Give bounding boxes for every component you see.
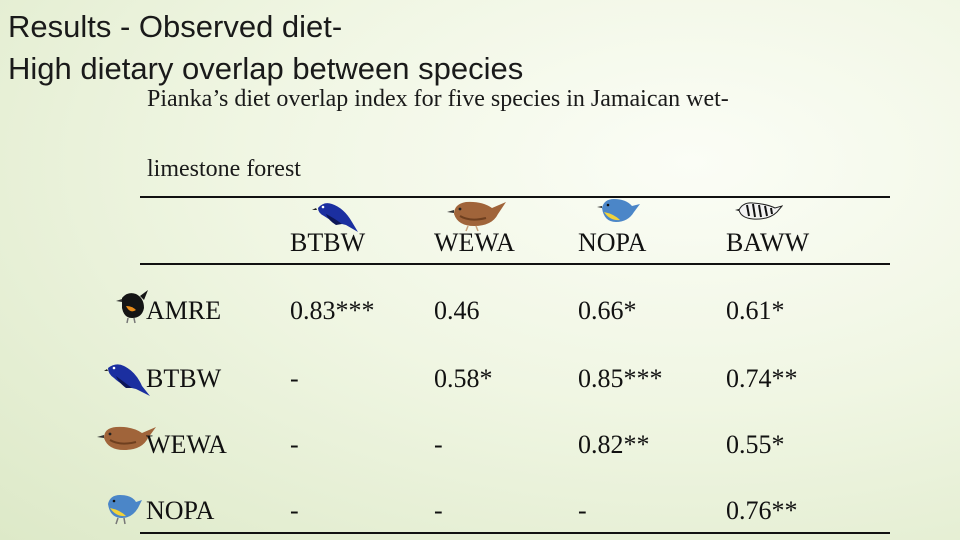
table-cell: -: [434, 496, 443, 525]
row-label-wewa: WEWA: [146, 430, 227, 459]
nopa-bird-icon: [597, 199, 640, 222]
table-cell: -: [578, 496, 587, 525]
nopa-row-bird-icon: [108, 495, 142, 525]
table-cell: 0.66*: [578, 296, 637, 325]
table-caption: Pianka’s diet overlap index for five spe…: [147, 86, 847, 182]
table-cell: -: [290, 496, 299, 525]
table-cell: -: [434, 430, 443, 459]
column-header-baww: BAWW: [726, 228, 810, 257]
row-label-nopa: NOPA: [146, 496, 215, 525]
table-cell: 0.85***: [578, 364, 663, 393]
table-cell: 0.83***: [290, 296, 375, 325]
caption-line-2: limestone forest: [147, 156, 301, 182]
column-header-wewa: WEWA: [434, 228, 515, 257]
baww-bird-icon: [735, 202, 783, 220]
column-header-nopa: NOPA: [578, 228, 647, 257]
table-cell: -: [290, 430, 299, 459]
title-line-1: Results - Observed diet-: [8, 9, 343, 44]
wewa-bird-icon: [447, 201, 506, 232]
title-line-2: High dietary overlap between species: [8, 51, 524, 86]
column-header-btbw: BTBW: [290, 228, 366, 257]
btbw-row-bird-icon: [104, 364, 150, 396]
btbw-bird-icon: [312, 203, 358, 232]
row-label-amre: AMRE: [146, 296, 222, 325]
slide-title: Results - Observed diet- High dietary ov…: [8, 6, 523, 90]
table-cell: 0.61*: [726, 296, 785, 325]
caption-line-1: Pianka’s diet overlap index for five spe…: [147, 86, 729, 112]
table-bottom-rule: [140, 532, 890, 534]
table-top-rule: [140, 196, 890, 198]
row-label-btbw: BTBW: [146, 364, 222, 393]
table-cell: 0.58*: [434, 364, 493, 393]
table-cell: 0.46: [434, 296, 480, 325]
amre-bird-icon: [116, 290, 148, 324]
table-cell: 0.76**: [726, 496, 798, 525]
table-cell: 0.82**: [578, 430, 650, 459]
table-cell: -: [290, 364, 299, 393]
table-cell: 0.74**: [726, 364, 798, 393]
table-cell: 0.55*: [726, 430, 785, 459]
table-header-rule: [140, 263, 890, 265]
wewa-row-bird-icon: [97, 426, 156, 450]
